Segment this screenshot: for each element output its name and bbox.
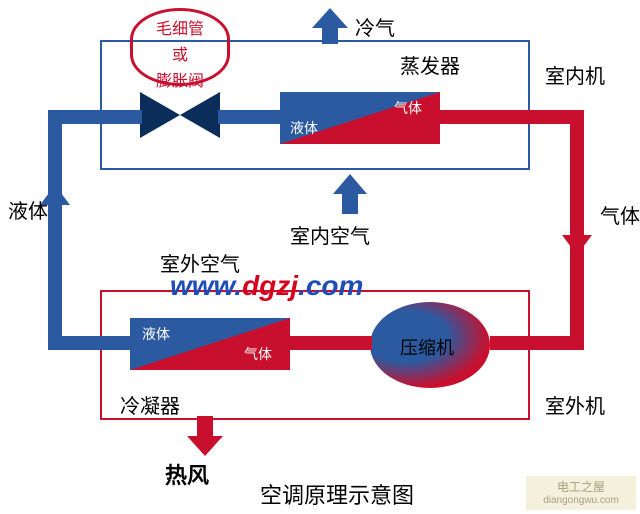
callout-line2: 或 (133, 41, 227, 65)
footer-line1: 电工之屋 (526, 478, 636, 495)
indoor-air-label: 室内空气 (290, 220, 370, 249)
wm-part3: .com (298, 270, 363, 301)
liquid-label: 液体 (8, 195, 30, 224)
indoor-unit-label: 室内机 (545, 60, 605, 89)
expansion-valve-icon (140, 92, 220, 138)
callout-line3: 膨胀阀 (133, 67, 227, 91)
cold-air-label: 冷气 (355, 12, 395, 41)
footer-watermark: 电工之屋 diangongwu.com (526, 476, 636, 510)
indoor-air-arrow (325, 168, 375, 218)
evap-liquid-text: 液体 (290, 118, 318, 138)
condenser-block: 液体 气体 (130, 318, 290, 370)
cond-gas-text: 气体 (244, 344, 272, 364)
pipe-left-top-h (48, 110, 142, 124)
condenser-label: 冷凝器 (120, 390, 180, 419)
pipe-right-bottom-h (490, 336, 584, 350)
evap-gas-text: 气体 (394, 98, 422, 118)
pipe-left-bottom-h (48, 336, 130, 350)
capillary-callout: 毛细管 或 膨胀阀 (130, 8, 230, 86)
cond-liquid-text: 液体 (142, 324, 170, 344)
footer-line2: diangongwu.com (526, 495, 636, 506)
evaporator-label: 蒸发器 (400, 50, 460, 79)
wm-part1: www. (170, 270, 242, 301)
diagram-title: 空调原理示意图 (260, 478, 414, 510)
callout-line1: 毛细管 (133, 15, 227, 39)
compressor-label: 压缩机 (400, 334, 454, 360)
pipe-valve-to-evap (218, 110, 280, 124)
outdoor-unit-label: 室外机 (545, 390, 605, 419)
pipe-cond-to-comp (290, 336, 372, 350)
pipe-right-top-h (440, 110, 584, 124)
wm-part2: dgzj (242, 270, 298, 301)
hot-air-arrow (175, 412, 235, 462)
hot-air-label: 热风 (165, 458, 209, 490)
watermark: www.dgzj.com (170, 270, 363, 302)
gas-label: 气体 (600, 200, 622, 229)
gas-down-arrow (558, 200, 596, 260)
cold-air-arrow (300, 0, 360, 50)
evaporator-block: 液体 气体 (280, 92, 440, 144)
